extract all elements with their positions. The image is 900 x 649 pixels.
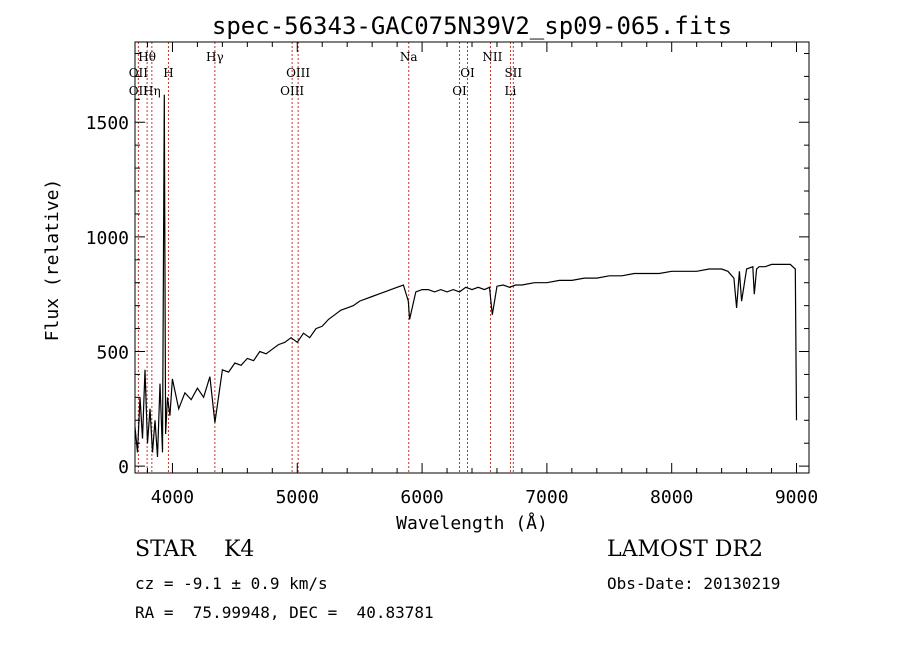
line-markers	[137, 42, 514, 473]
y-tick-label: 1500	[86, 113, 129, 134]
x-axis-label: Wavelength (Å)	[396, 512, 548, 534]
line-label: OI	[452, 84, 467, 98]
line-label: NII	[482, 50, 502, 64]
plot-frame	[134, 41, 810, 474]
y-tick-label: 500	[96, 342, 129, 363]
line-label: Hη	[143, 84, 161, 98]
line-label: OII	[129, 84, 149, 98]
line-label: OIII	[280, 84, 304, 98]
line-label: Hθ	[138, 50, 156, 64]
line-label: OIII	[286, 66, 310, 80]
line-label: Li	[505, 84, 517, 98]
y-tick-label: 1000	[86, 228, 129, 249]
object-class: STAR K4	[135, 537, 255, 562]
line-label: SII	[504, 66, 522, 80]
x-tick-label: 5000	[276, 487, 319, 508]
y-axis-label: Flux (relative)	[42, 179, 63, 342]
line-label: H	[163, 66, 173, 80]
line-label: Na	[400, 50, 418, 64]
y-tick-label: 0	[118, 457, 129, 478]
survey-name: LAMOST DR2	[607, 537, 763, 562]
x-tick-label: 7000	[525, 487, 568, 508]
x-tick-label: 8000	[650, 487, 693, 508]
line-label: Hγ	[206, 50, 224, 64]
x-axis: 4000 5000 6000 7000 8000 9000	[146, 42, 818, 508]
y-axis: 0 500 1000 1500	[86, 52, 809, 478]
redshift-cz: cz = -9.1 ± 0.9 km/s	[135, 574, 328, 593]
spectrum-line	[134, 94, 798, 458]
x-tick-label: 4000	[151, 487, 194, 508]
line-label: OI	[460, 66, 475, 80]
x-tick-label: 9000	[775, 487, 818, 508]
chart-title: spec-56343-GAC075N39V2_sp09-065.fits	[212, 12, 732, 40]
line-label: OII	[129, 66, 149, 80]
x-tick-label: 6000	[400, 487, 443, 508]
ra-dec: RA = 75.99948, DEC = 40.83781	[135, 603, 434, 622]
obs-date: Obs-Date: 20130219	[607, 574, 781, 593]
